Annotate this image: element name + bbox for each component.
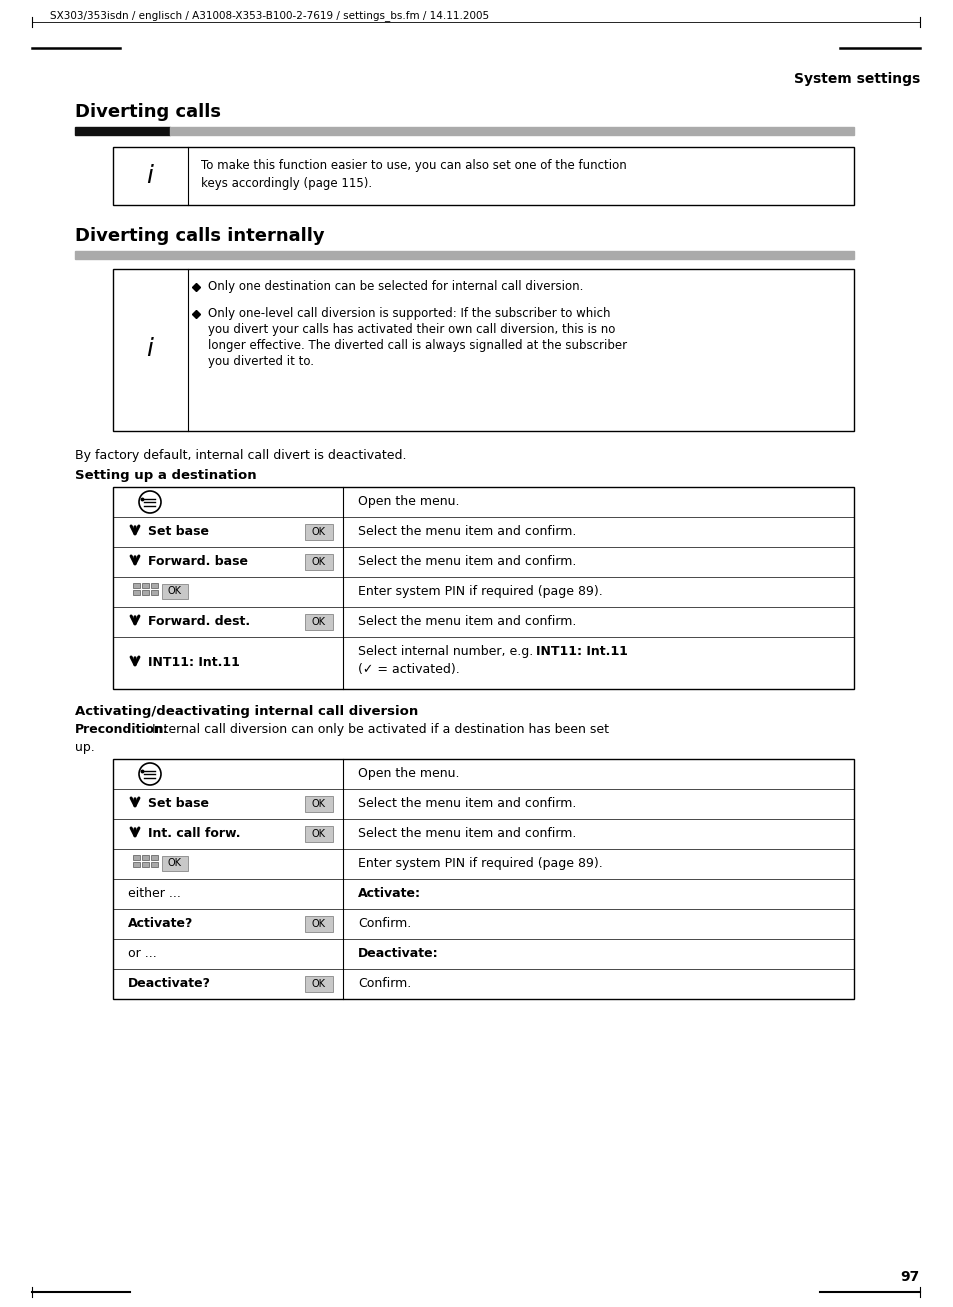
Text: Set base: Set base: [148, 797, 209, 810]
Bar: [162, 584, 188, 599]
Text: Deactivate?: Deactivate?: [128, 978, 211, 989]
Text: System settings: System settings: [793, 72, 919, 86]
Bar: [132, 855, 140, 860]
Text: Only one-level call diversion is supported: If the subscriber to which: Only one-level call diversion is support…: [208, 307, 610, 320]
Text: INT11: Int.11: INT11: Int.11: [536, 644, 627, 657]
Bar: [112, 488, 853, 689]
Text: Diverting calls: Diverting calls: [75, 103, 221, 122]
Text: Internal call diversion can only be activated if a destination has been set: Internal call diversion can only be acti…: [148, 723, 608, 736]
Text: OK: OK: [312, 799, 326, 809]
Bar: [112, 146, 853, 205]
Bar: [142, 863, 149, 867]
Text: OK: OK: [312, 979, 326, 989]
Bar: [112, 269, 853, 431]
Text: OK: OK: [168, 587, 182, 596]
Text: Forward. base: Forward. base: [148, 555, 248, 569]
Bar: [305, 614, 333, 630]
Bar: [151, 583, 158, 588]
Text: OK: OK: [312, 919, 326, 929]
Text: Set base: Set base: [148, 525, 209, 538]
Text: Setting up a destination: Setting up a destination: [75, 469, 256, 482]
Text: Open the menu.: Open the menu.: [357, 495, 459, 508]
Text: i: i: [147, 163, 153, 188]
Text: Select the menu item and confirm.: Select the menu item and confirm.: [357, 555, 576, 569]
Bar: [305, 524, 333, 540]
Bar: [142, 855, 149, 860]
Text: Int. call forw.: Int. call forw.: [148, 827, 240, 840]
Text: up.: up.: [75, 741, 94, 754]
Text: Precondition:: Precondition:: [75, 723, 169, 736]
Bar: [142, 589, 149, 595]
Text: 97: 97: [900, 1270, 919, 1283]
Text: Enter system PIN if required (page 89).: Enter system PIN if required (page 89).: [357, 586, 602, 599]
Text: To make this function easier to use, you can also set one of the function: To make this function easier to use, you…: [201, 159, 626, 173]
Bar: [151, 855, 158, 860]
Text: OK: OK: [312, 557, 326, 567]
Text: Diverting calls internally: Diverting calls internally: [75, 227, 324, 244]
Text: Activate?: Activate?: [128, 918, 193, 931]
Text: Activating/deactivating internal call diversion: Activating/deactivating internal call di…: [75, 704, 417, 718]
Text: Select the menu item and confirm.: Select the menu item and confirm.: [357, 525, 576, 538]
Bar: [305, 826, 333, 842]
Bar: [132, 863, 140, 867]
Text: you divert your calls has activated their own call diversion, this is no: you divert your calls has activated thei…: [208, 323, 615, 336]
Text: Select the menu item and confirm.: Select the menu item and confirm.: [357, 616, 576, 627]
Bar: [151, 863, 158, 867]
Text: By factory default, internal call divert is deactivated.: By factory default, internal call divert…: [75, 450, 406, 461]
Bar: [75, 127, 170, 135]
Bar: [305, 916, 333, 932]
Bar: [151, 589, 158, 595]
Text: Select the menu item and confirm.: Select the menu item and confirm.: [357, 827, 576, 840]
Text: (✓ = activated).: (✓ = activated).: [357, 663, 459, 676]
Text: Confirm.: Confirm.: [357, 918, 411, 931]
Text: OK: OK: [312, 527, 326, 537]
Bar: [305, 796, 333, 812]
Text: OK: OK: [312, 617, 326, 627]
Text: Only one destination can be selected for internal call diversion.: Only one destination can be selected for…: [208, 280, 583, 293]
Bar: [75, 251, 853, 259]
Bar: [305, 554, 333, 570]
Bar: [162, 856, 188, 870]
Text: Select the menu item and confirm.: Select the menu item and confirm.: [357, 797, 576, 810]
Text: you diverted it to.: you diverted it to.: [208, 356, 314, 369]
Bar: [305, 976, 333, 992]
Text: SX303/353isdn / englisch / A31008-X353-B100-2-7619 / settings_bs.fm / 14.11.2005: SX303/353isdn / englisch / A31008-X353-B…: [50, 10, 489, 21]
Text: keys accordingly (page 115).: keys accordingly (page 115).: [201, 176, 372, 190]
Bar: [132, 589, 140, 595]
Text: Activate:: Activate:: [357, 887, 420, 901]
Text: OK: OK: [168, 859, 182, 868]
Text: .: .: [616, 644, 619, 657]
Bar: [132, 583, 140, 588]
Bar: [170, 127, 853, 135]
Text: longer effective. The diverted call is always signalled at the subscriber: longer effective. The diverted call is a…: [208, 339, 626, 352]
Bar: [142, 583, 149, 588]
Text: Confirm.: Confirm.: [357, 978, 411, 989]
Text: INT11: Int.11: INT11: Int.11: [148, 656, 239, 669]
Text: Enter system PIN if required (page 89).: Enter system PIN if required (page 89).: [357, 857, 602, 870]
Text: Open the menu.: Open the menu.: [357, 767, 459, 780]
Text: Select internal number, e.g.: Select internal number, e.g.: [357, 644, 537, 657]
Bar: [112, 759, 853, 999]
Text: Forward. dest.: Forward. dest.: [148, 616, 250, 627]
Text: either ...: either ...: [128, 887, 181, 901]
Text: or ...: or ...: [128, 948, 156, 961]
Text: Deactivate:: Deactivate:: [357, 948, 438, 961]
Text: i: i: [147, 337, 153, 361]
Text: OK: OK: [312, 829, 326, 839]
